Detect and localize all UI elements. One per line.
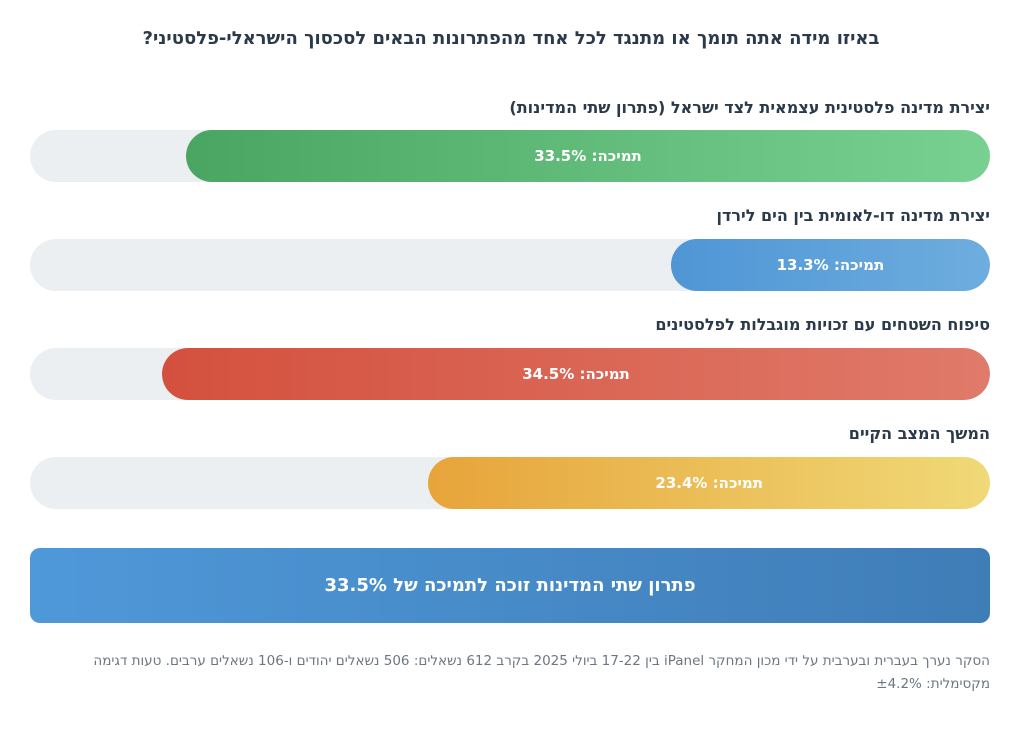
- chart-title: באיזו מידה אתה תומך או מתנגד לכל אחד מהפ…: [142, 28, 880, 49]
- bar-track: תמיכה: 23.4%: [30, 457, 990, 509]
- bar-category-label: סיפוח השטחים עם זכויות מוגבלות לפלסטינים: [655, 315, 990, 334]
- bar-value-label: תמיכה: 33.5%: [534, 147, 642, 165]
- bar: תמיכה: 23.4%: [428, 457, 990, 509]
- bar-track: תמיכה: 13.3%: [30, 239, 990, 291]
- summary-banner: פתרון שתי המדינות זוכה לתמיכה של 33.5%: [30, 548, 990, 623]
- summary-banner-text: פתרון שתי המדינות זוכה לתמיכה של 33.5%: [324, 575, 696, 596]
- bar-value-label: תמיכה: 13.3%: [776, 256, 885, 274]
- bar-value-label: תמיכה: 23.4%: [655, 474, 763, 492]
- bar: תמיכה: 13.3%: [670, 239, 990, 291]
- bar: תמיכה: 33.5%: [186, 130, 990, 182]
- bar-category-label: יצירת מדינה פלסטינית עצמאית לצד ישראל (פ…: [509, 98, 990, 117]
- bar-category-label: יצירת מדינה דו-לאומית בין הים לירדן: [716, 206, 990, 225]
- bar: תמיכה: 34.5%: [162, 348, 990, 400]
- survey-footnote: הסקר נערך בעברית ובערבית על ידי מכון המח…: [93, 653, 990, 692]
- bar-track: תמיכה: 33.5%: [30, 130, 990, 182]
- bar-track: תמיכה: 34.5%: [30, 348, 990, 400]
- bar-category-label: המשך המצב הקיים: [848, 424, 990, 443]
- bar-value-label: תמיכה: 34.5%: [522, 365, 630, 383]
